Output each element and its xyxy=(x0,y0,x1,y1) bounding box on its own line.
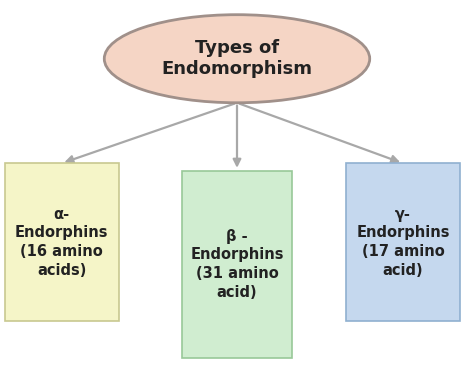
FancyArrowPatch shape xyxy=(234,106,240,166)
Text: Types of
Endomorphism: Types of Endomorphism xyxy=(162,39,312,78)
FancyBboxPatch shape xyxy=(5,163,118,321)
FancyBboxPatch shape xyxy=(182,171,292,358)
Text: β -
Endorphins
(31 amino
acid): β - Endorphins (31 amino acid) xyxy=(190,229,284,299)
Text: γ-
Endorphins
(17 amino
acid): γ- Endorphins (17 amino acid) xyxy=(356,207,450,277)
FancyArrowPatch shape xyxy=(240,104,398,162)
FancyBboxPatch shape xyxy=(346,163,460,321)
FancyArrowPatch shape xyxy=(66,103,234,163)
Text: α-
Endorphins
(16 amino
acids): α- Endorphins (16 amino acids) xyxy=(15,207,109,277)
Ellipse shape xyxy=(104,15,370,103)
